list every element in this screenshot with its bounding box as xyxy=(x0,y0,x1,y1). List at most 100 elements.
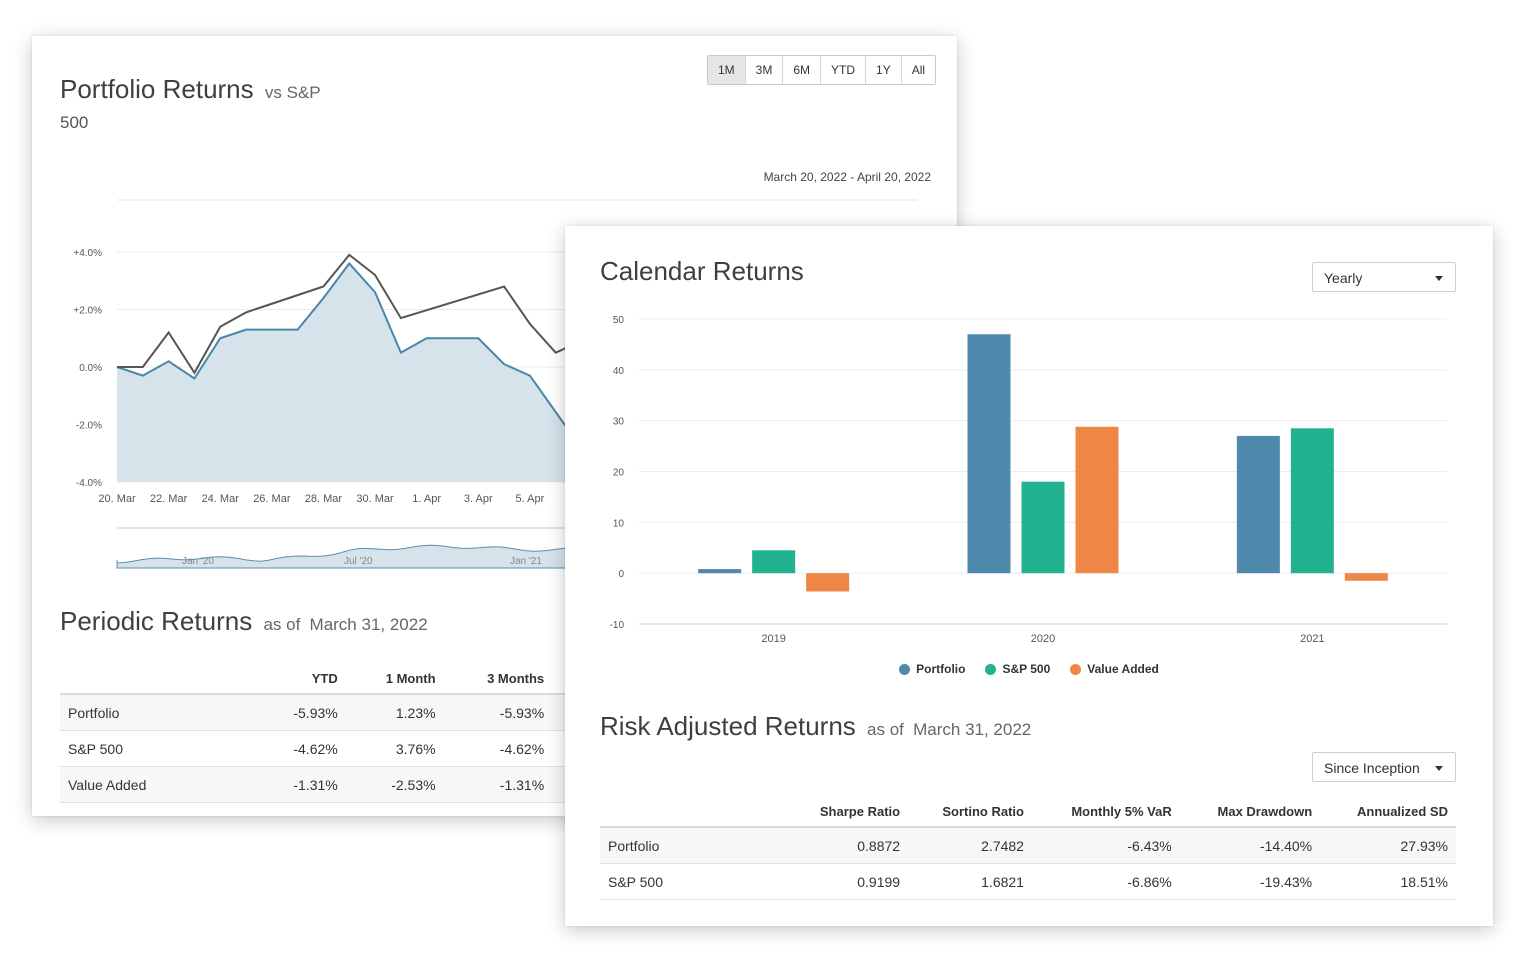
column-header: Sharpe Ratio xyxy=(786,796,909,828)
calendar-returns-chart: 50 40 30 20 10 0 -10 2019 2020 2021 xyxy=(610,315,1447,645)
row-label: S&P 500 xyxy=(60,730,256,767)
column-header xyxy=(60,663,256,695)
legend-label: S&P 500 xyxy=(1002,662,1051,676)
chevron-down-icon xyxy=(1435,766,1443,771)
y-tick-label: +2.0% xyxy=(73,306,102,317)
row-label: Portfolio xyxy=(600,827,786,864)
table-row: S&P 500 0.9199 1.6821 -6.86% -19.43% 18.… xyxy=(600,863,1456,900)
range-1y-button[interactable]: 1Y xyxy=(866,56,902,84)
y-tick-label: 40 xyxy=(613,366,625,377)
range-3m-button[interactable]: 3M xyxy=(745,56,784,84)
table-cell: 1.6821 xyxy=(908,863,1032,900)
y-tick-label: 50 xyxy=(613,315,625,326)
chart-legend: Portfolio S&P 500 Value Added xyxy=(565,662,1493,676)
x-tick-label: 24. Mar xyxy=(202,493,240,505)
table-cell: 27.93% xyxy=(1320,827,1456,864)
table-cell: 0.8872 xyxy=(786,827,909,864)
range-ytd-button[interactable]: YTD xyxy=(821,56,867,84)
risk-adjusted-title: Risk Adjusted Returns as of March 31, 20… xyxy=(600,711,1031,742)
calendar-returns-title: Calendar Returns xyxy=(600,256,804,286)
bar xyxy=(1344,573,1388,581)
table-cell: -2.53% xyxy=(345,766,444,803)
column-header: Monthly 5% VaR xyxy=(1031,796,1180,828)
as-of-date: March 31, 2022 xyxy=(913,720,1032,739)
as-of-date: March 31, 2022 xyxy=(309,615,428,634)
periodic-returns-heading: Periodic Returns xyxy=(60,606,253,636)
table-row: Portfolio 0.8872 2.7482 -6.43% -14.40% 2… xyxy=(600,827,1456,864)
y-tick-label: 0.0% xyxy=(79,363,102,374)
portfolio-returns-heading: Portfolio Returns xyxy=(60,74,254,104)
risk-adjusted-table: Sharpe Ratio Sortino Ratio Monthly 5% Va… xyxy=(600,796,1456,900)
table-header-row: YTD 1 Month 3 Months 6 Mo xyxy=(60,663,620,695)
period-dropdown[interactable]: Yearly xyxy=(1312,262,1456,292)
table-cell: 2.7482 xyxy=(908,827,1032,864)
table-cell: -1.31% xyxy=(443,766,553,803)
y-tick-label: 30 xyxy=(613,417,625,428)
x-tick-label: 28. Mar xyxy=(305,493,343,505)
column-header: Max Drawdown xyxy=(1179,796,1321,828)
bar xyxy=(1021,481,1065,574)
bar xyxy=(806,573,850,592)
row-label: Portfolio xyxy=(60,694,256,731)
portfolio-returns-title: Portfolio Returns vs S&P xyxy=(60,74,321,105)
x-tick-label: 22. Mar xyxy=(150,493,188,505)
inception-dropdown[interactable]: Since Inception xyxy=(1312,752,1456,782)
navigator-label: Jan '20 xyxy=(182,556,214,567)
column-header: 1 Month xyxy=(345,663,444,695)
as-of-label: as of xyxy=(867,720,904,739)
column-header: YTD xyxy=(256,663,346,695)
legend-item[interactable]: S&P 500 xyxy=(985,662,1050,676)
as-of-label: as of xyxy=(263,615,301,634)
period-dropdown-value: Yearly xyxy=(1324,270,1363,286)
benchmark-line xyxy=(117,253,570,375)
y-tick-label: 20 xyxy=(613,468,625,479)
legend-label: Portfolio xyxy=(916,662,966,676)
bar xyxy=(967,334,1011,574)
column-header: Sortino Ratio xyxy=(908,796,1032,828)
legend-dot-icon xyxy=(1070,663,1082,675)
table-cell: -4.62% xyxy=(443,730,553,767)
calendar-returns-card: Calendar Returns Yearly 50 40 30 20 10 0 -10 2… xyxy=(565,226,1493,926)
x-tick-label: 2020 xyxy=(1031,633,1055,645)
date-range-label: March 20, 2022 - April 20, 2022 xyxy=(763,170,931,184)
y-tick-label: -4.0% xyxy=(76,478,102,489)
table-cell: 3.76% xyxy=(345,730,444,767)
x-tick-label: 2019 xyxy=(761,633,785,645)
range-6m-button[interactable]: 6M xyxy=(783,56,822,84)
x-tick-label: 1. Apr xyxy=(412,493,441,505)
portfolio-area xyxy=(117,263,569,482)
x-tick-label: 20. Mar xyxy=(98,493,136,505)
navigator-label: Jan '21 xyxy=(510,556,542,567)
table-cell: 1.23% xyxy=(345,694,444,731)
x-tick-label: 2021 xyxy=(1300,633,1324,645)
column-header: 3 Months xyxy=(443,663,553,695)
table-cell: -14.40% xyxy=(1179,827,1321,864)
table-row: Value Added -1.31% -2.53% -1.31% -11 xyxy=(60,766,620,803)
table-cell: 18.51% xyxy=(1320,863,1456,900)
bar xyxy=(1290,428,1334,574)
range-selector: 1M 3M 6M YTD 1Y All xyxy=(707,55,937,85)
bar xyxy=(698,569,742,574)
table-cell: -5.93% xyxy=(256,694,346,731)
table-header-row: Sharpe Ratio Sortino Ratio Monthly 5% Va… xyxy=(600,796,1456,828)
row-label: S&P 500 xyxy=(600,863,786,900)
periodic-returns-table: YTD 1 Month 3 Months 6 Mo Portfolio -5.9… xyxy=(60,663,620,803)
y-tick-label: 10 xyxy=(613,518,625,529)
bar xyxy=(1236,435,1280,574)
table-cell: -19.43% xyxy=(1179,863,1321,900)
legend-item[interactable]: Portfolio xyxy=(899,662,965,676)
legend-dot-icon xyxy=(899,663,911,675)
column-header xyxy=(600,796,786,828)
x-tick-label: 3. Apr xyxy=(464,493,493,505)
range-1m-button[interactable]: 1M xyxy=(708,56,746,84)
x-tick-label: 5. Apr xyxy=(516,493,545,505)
x-tick-label: 26. Mar xyxy=(253,493,291,505)
bar xyxy=(752,550,796,574)
table-cell: -4.62% xyxy=(256,730,346,767)
range-all-button[interactable]: All xyxy=(901,56,936,84)
row-label: Value Added xyxy=(60,766,256,803)
legend-item[interactable]: Value Added xyxy=(1070,662,1159,676)
chevron-down-icon xyxy=(1435,276,1443,281)
y-tick-label: +4.0% xyxy=(73,248,102,259)
table-row: Portfolio -5.93% 1.23% -5.93% -5 xyxy=(60,694,620,731)
